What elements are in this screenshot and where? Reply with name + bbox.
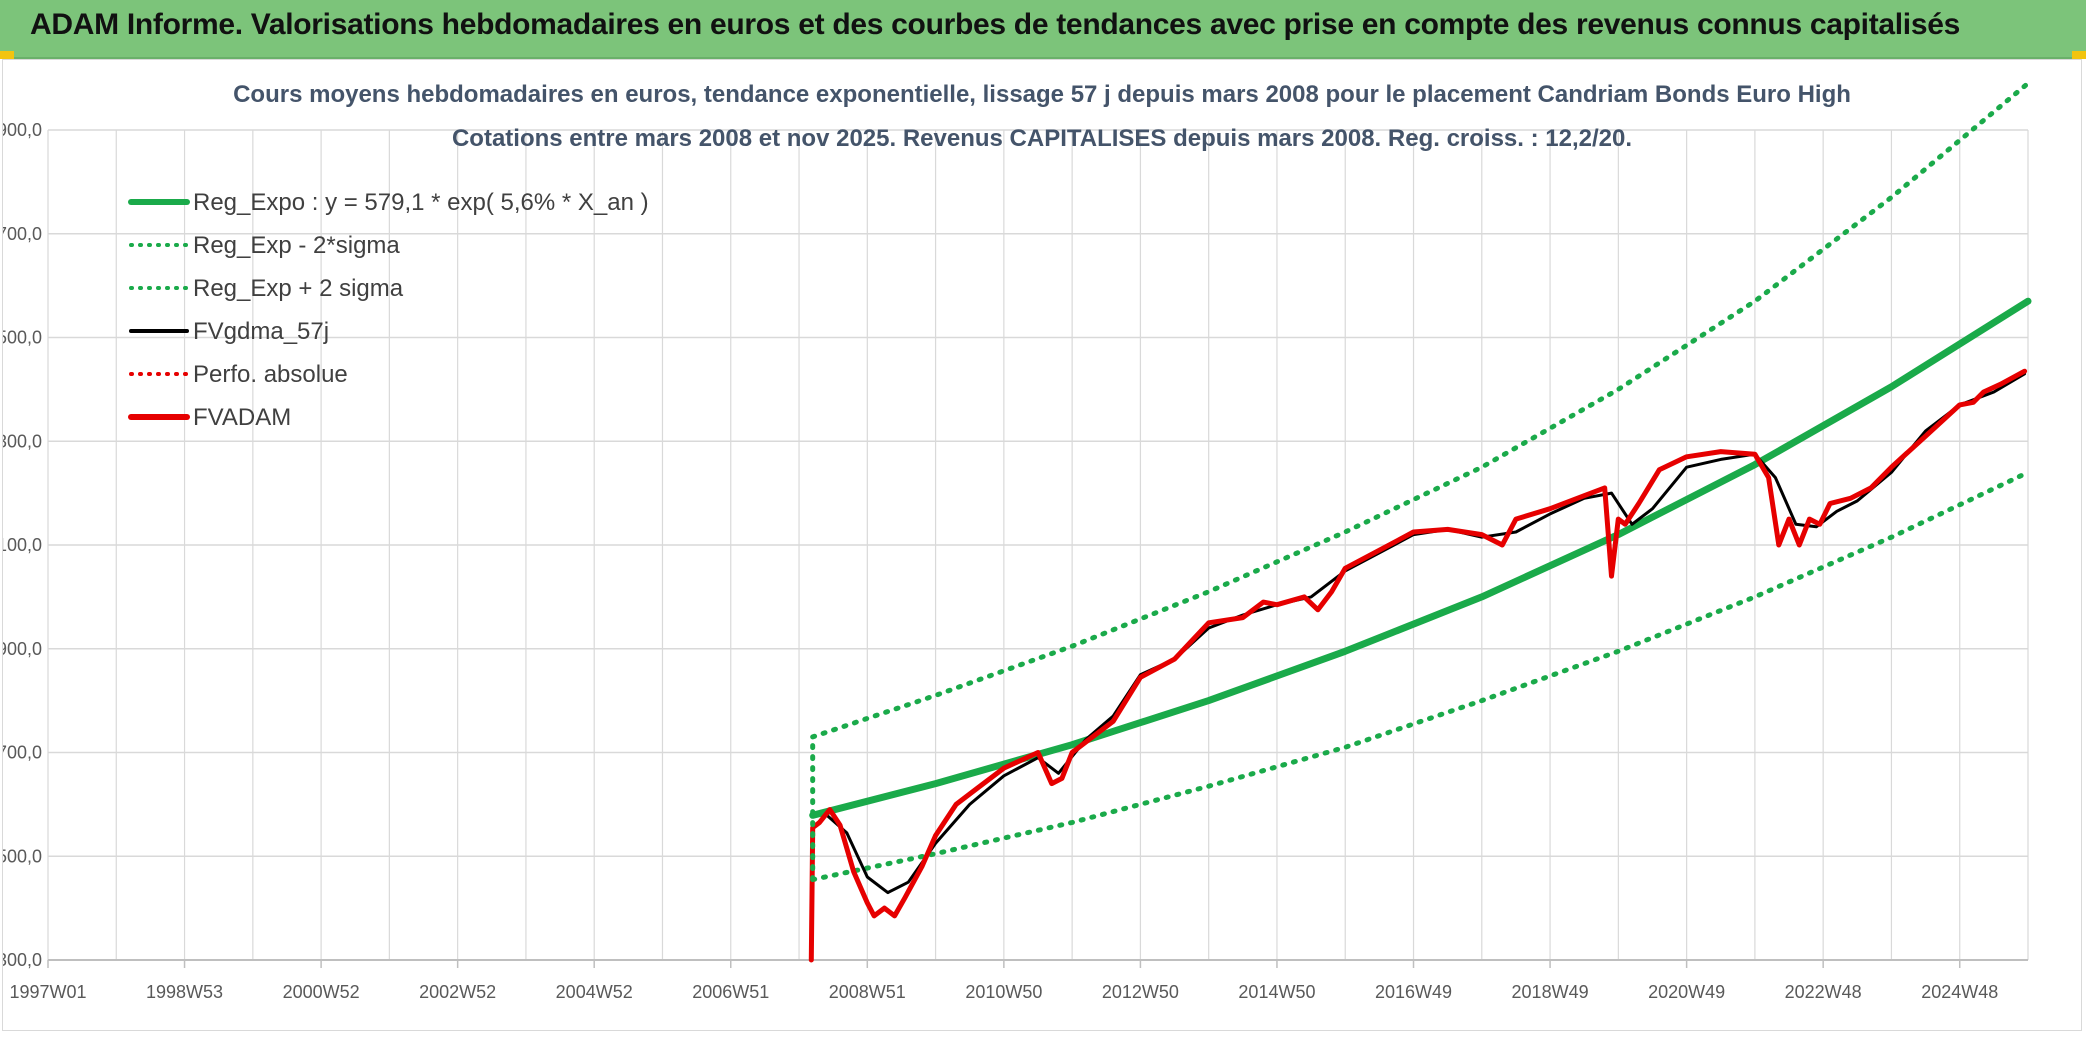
y-tick-label: 1 300,0 bbox=[3, 431, 42, 451]
y-tick-label: 1 100,0 bbox=[3, 535, 42, 555]
chart-title: Cours moyens hebdomadaires en euros, ten… bbox=[233, 81, 1851, 108]
series-line-reg-expo-y-579-1-exp-5-6-x-an bbox=[809, 297, 2032, 819]
x-tick-label: 2004W52 bbox=[556, 982, 633, 1002]
y-tick-label: 1 700,0 bbox=[3, 224, 42, 244]
series-layer bbox=[808, 80, 2032, 963]
axis-layer: 300,0 500,0 700,0 900,0 1 100,0 1 300,0 1 500,… bbox=[3, 120, 2028, 1002]
legend-label: Reg_Exp - 2*sigma bbox=[193, 232, 400, 259]
corner-marker bbox=[0, 51, 14, 59]
corner-marker bbox=[2072, 51, 2086, 59]
x-tick-label: 2000W52 bbox=[283, 982, 360, 1002]
y-tick-label: 500,0 bbox=[3, 846, 42, 866]
x-tick-label: 2006W51 bbox=[692, 982, 769, 1002]
chart-subtitle: Cotations entre mars 2008 et nov 2025. R… bbox=[452, 125, 1632, 152]
legend-label: Perfo. absolue bbox=[193, 361, 348, 388]
legend-label: Reg_Exp + 2 sigma bbox=[193, 275, 404, 302]
x-tick-label: 2010W50 bbox=[965, 982, 1042, 1002]
legend-label: FVADAM bbox=[193, 404, 291, 431]
x-tick-label: 2024W48 bbox=[1921, 982, 1998, 1002]
report-title: ADAM Informe. Valorisations hebdomadaire… bbox=[30, 8, 1961, 41]
series-line-fvgdma-57j bbox=[811, 372, 2027, 895]
chart-svg: 300,0 500,0 700,0 900,0 1 100,0 1 300,0 1 500,… bbox=[3, 80, 2032, 1002]
series-line-fvadam bbox=[808, 368, 2028, 963]
x-tick-label: 2008W51 bbox=[829, 982, 906, 1002]
legend-label: FVgdma_57j bbox=[193, 318, 329, 345]
x-tick-label: 2002W52 bbox=[419, 982, 496, 1002]
x-tick-label: 2022W48 bbox=[1785, 982, 1862, 1002]
report-banner: ADAM Informe. Valorisations hebdomadaire… bbox=[0, 0, 2086, 59]
grid-layer bbox=[47, 129, 2029, 961]
x-tick-label: 2020W49 bbox=[1648, 982, 1725, 1002]
y-tick-label: 900,0 bbox=[3, 639, 42, 659]
series-line-reg-exp-2-sigma bbox=[810, 469, 2031, 883]
x-tick-label: 1997W01 bbox=[9, 982, 86, 1002]
chart-area: 300,0 500,0 700,0 900,0 1 100,0 1 300,0 1 500,… bbox=[2, 59, 2082, 1031]
series-line-reg-exp-2-sigma bbox=[810, 80, 2031, 740]
x-tick-label: 2014W50 bbox=[1238, 982, 1315, 1002]
y-tick-label: 1 500,0 bbox=[3, 328, 42, 348]
x-tick-label: 2012W50 bbox=[1102, 982, 1179, 1002]
y-tick-label: 1 900,0 bbox=[3, 120, 42, 140]
x-tick-label: 1998W53 bbox=[146, 982, 223, 1002]
x-tick-label: 2016W49 bbox=[1375, 982, 1452, 1002]
legend: Reg_Expo : y = 579,1 * exp( 5,6% * X_an … bbox=[128, 189, 649, 431]
y-tick-label: 300,0 bbox=[3, 950, 42, 970]
y-tick-label: 700,0 bbox=[3, 743, 42, 763]
legend-label: Reg_Expo : y = 579,1 * exp( 5,6% * X_an … bbox=[193, 189, 649, 216]
x-tick-label: 2018W49 bbox=[1512, 982, 1589, 1002]
